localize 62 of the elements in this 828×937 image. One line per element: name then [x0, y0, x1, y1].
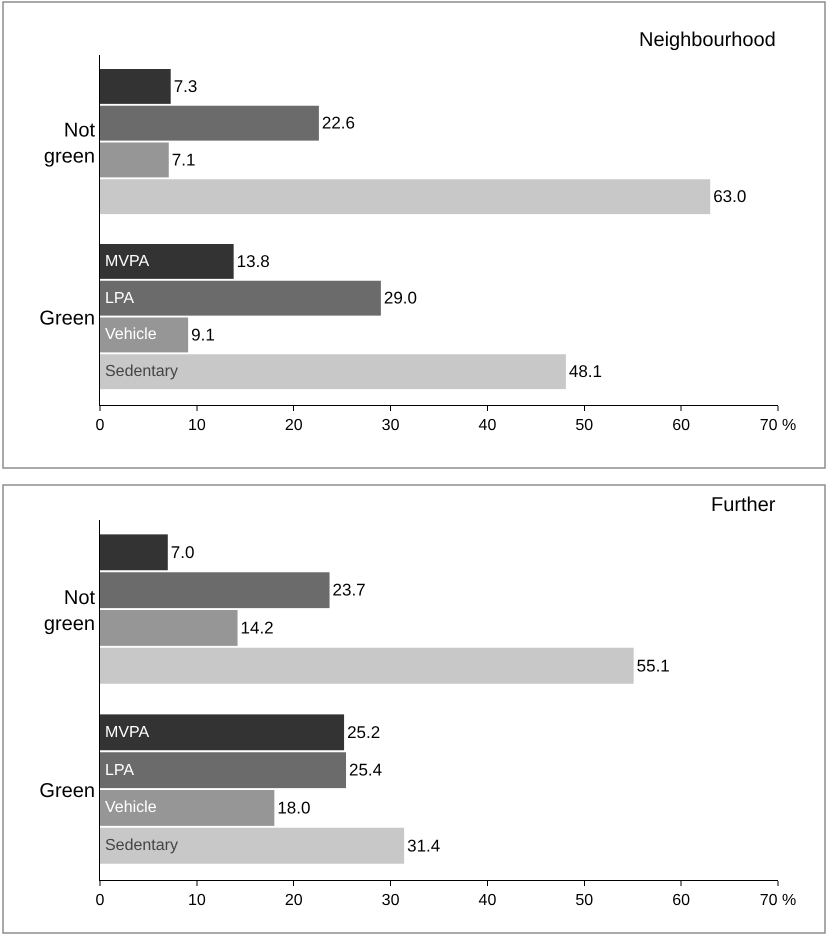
y-tick-label: Green [39, 780, 95, 802]
x-tick-label: 50 [575, 892, 594, 910]
x-tick-label: 70 % [760, 892, 796, 910]
x-tick-label: 0 [96, 417, 105, 434]
data-label: 14.2 [240, 618, 274, 638]
data-label: 18.0 [277, 798, 310, 818]
x-tick-label: 60 [672, 417, 690, 434]
data-label: 7.1 [172, 150, 196, 170]
x-tick-label: 40 [478, 892, 496, 910]
bar [100, 354, 566, 390]
data-label: 13.8 [236, 252, 270, 271]
bar [100, 572, 330, 608]
bar [100, 69, 171, 104]
series-label: Sedentary [105, 837, 178, 854]
bar [100, 828, 404, 864]
x-tick-label: 0 [96, 892, 105, 910]
x-tick-label: 40 [478, 417, 496, 434]
bar [100, 244, 234, 279]
data-label: 7.0 [170, 542, 194, 562]
data-label: 31.4 [407, 836, 440, 856]
x-tick-label: 30 [382, 417, 400, 434]
chart-title: Neighbourhood [639, 29, 776, 51]
data-label: 25.2 [347, 722, 380, 742]
series-label: Vehicle [105, 799, 157, 816]
bar [100, 714, 344, 750]
x-tick-label: 20 [284, 892, 303, 910]
chart-title: Further [711, 494, 776, 516]
x-tick-label: 70 % [760, 417, 796, 434]
data-label: 7.3 [174, 76, 198, 96]
bar [100, 790, 274, 826]
bar [100, 752, 346, 788]
series-label: LPA [105, 762, 134, 779]
x-tick-label: 30 [382, 892, 400, 910]
x-tick-label: 10 [188, 892, 206, 910]
x-tick-label: 10 [188, 417, 206, 434]
y-tick-label: Green [39, 308, 95, 330]
y-tick-label: Not green [44, 120, 96, 168]
data-label: 48.1 [568, 362, 602, 382]
data-label: 55.1 [636, 656, 670, 676]
data-label: 25.4 [349, 760, 382, 780]
y-tick-label: Not green [44, 587, 96, 635]
x-tick-label: 60 [672, 892, 690, 910]
x-tick-label: 20 [284, 417, 303, 434]
data-label: 9.1 [191, 325, 215, 344]
bar [100, 534, 168, 570]
data-label: 23.7 [332, 580, 366, 600]
data-label: 63.0 [713, 187, 746, 206]
series-label: MVPA [105, 724, 150, 741]
series-label: MVPA [105, 253, 150, 270]
bar [100, 280, 381, 316]
x-tick-label: 50 [575, 417, 594, 434]
series-label: Sedentary [105, 363, 178, 380]
bar [100, 610, 238, 646]
bar [100, 318, 188, 352]
bar [100, 179, 710, 214]
data-label: 22.6 [322, 114, 355, 133]
bar [100, 106, 319, 141]
data-label: 29.0 [384, 288, 417, 308]
series-label: LPA [105, 290, 134, 307]
bar [100, 648, 634, 684]
bar [100, 142, 169, 178]
series-label: Vehicle [105, 326, 157, 343]
